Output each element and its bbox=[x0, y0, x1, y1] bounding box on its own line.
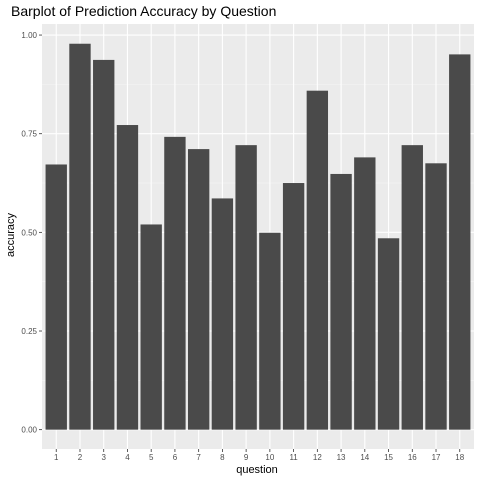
bar-question-17 bbox=[425, 163, 447, 430]
x-tick-label: 18 bbox=[455, 453, 464, 462]
bar-question-8 bbox=[211, 198, 234, 430]
y-axis-title: accuracy bbox=[5, 212, 17, 257]
bar-question-15 bbox=[377, 238, 400, 430]
bar-question-1 bbox=[45, 164, 67, 430]
y-tick-label: 0.25 bbox=[21, 327, 37, 336]
bar-question-14 bbox=[354, 157, 376, 430]
bar-question-13 bbox=[330, 173, 352, 430]
x-tick-label: 3 bbox=[101, 453, 106, 462]
bar-question-2 bbox=[69, 43, 91, 430]
x-tick-label: 8 bbox=[220, 453, 225, 462]
x-tick-label: 1 bbox=[54, 453, 59, 462]
bar-question-3 bbox=[93, 59, 115, 430]
bar-question-6 bbox=[164, 136, 186, 430]
x-tick-label: 13 bbox=[337, 453, 346, 462]
bar-question-10 bbox=[259, 232, 281, 430]
y-axis: 0.00 0.25 0.50 0.75 1.00 bbox=[21, 31, 42, 435]
x-tick-label: 12 bbox=[313, 453, 322, 462]
x-tick-label: 14 bbox=[360, 453, 369, 462]
bar-question-7 bbox=[187, 149, 210, 430]
y-tick-label: 1.00 bbox=[21, 31, 37, 40]
bar-question-12 bbox=[306, 90, 329, 430]
y-tick-label: 0.75 bbox=[21, 130, 37, 139]
bar-question-4 bbox=[116, 125, 139, 430]
x-tick-label: 6 bbox=[173, 453, 178, 462]
chart-title: Barplot of Prediction Accuracy by Questi… bbox=[11, 3, 276, 19]
x-axis: 1 2 3 4 5 6 7 8 9 10 11 12 13 14 15 16 17 18 bbox=[54, 449, 465, 462]
x-tick-label: 15 bbox=[384, 453, 393, 462]
x-tick-label: 9 bbox=[244, 453, 249, 462]
y-tick-label: 0.00 bbox=[21, 426, 37, 435]
y-tick-label: 0.50 bbox=[21, 228, 37, 237]
bar-question-16 bbox=[401, 145, 423, 430]
bar-question-9 bbox=[235, 145, 257, 430]
bar-question-18 bbox=[449, 54, 471, 430]
x-tick-label: 4 bbox=[125, 453, 130, 462]
x-tick-label: 10 bbox=[265, 453, 274, 462]
bar-question-5 bbox=[140, 224, 162, 430]
x-tick-label: 7 bbox=[196, 453, 201, 462]
x-axis-title: question bbox=[236, 464, 278, 476]
bars bbox=[45, 43, 471, 430]
x-tick-label: 5 bbox=[149, 453, 154, 462]
x-tick-label: 11 bbox=[289, 453, 298, 462]
x-tick-label: 16 bbox=[408, 453, 417, 462]
x-tick-label: 17 bbox=[432, 453, 441, 462]
bar-question-11 bbox=[282, 183, 305, 430]
x-tick-label: 2 bbox=[78, 453, 83, 462]
